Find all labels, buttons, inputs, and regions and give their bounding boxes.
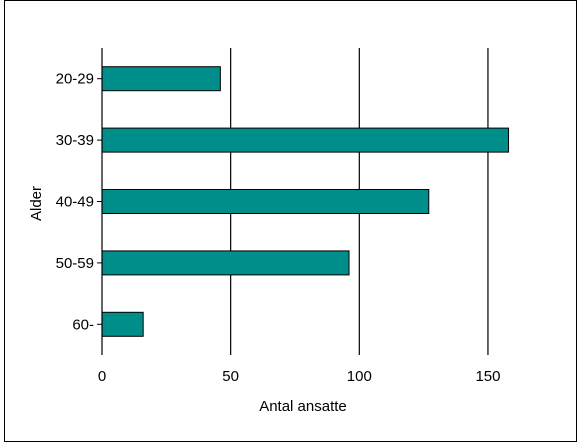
y-tick-label: 50-59	[56, 255, 94, 272]
bars	[101, 66, 510, 337]
bar-50-59	[101, 250, 350, 276]
bar-60-	[101, 311, 144, 337]
bar-30-39	[101, 127, 510, 153]
bar-20-29	[101, 66, 221, 92]
y-tick-label: 40-49	[56, 194, 94, 211]
y-axis-title: Alder	[28, 186, 45, 221]
axes	[97, 48, 103, 355]
x-tick-label: 0	[98, 368, 106, 385]
x-tick-label: 100	[347, 368, 372, 385]
tick-labels: 0 50 100 150 20-29 30-39 40-49 50-59 60-	[56, 71, 501, 385]
y-tick-label: 20-29	[56, 71, 94, 88]
bar-40-49	[101, 189, 430, 214]
y-tick-label: 60-	[72, 316, 94, 333]
x-tick-label: 150	[475, 368, 500, 385]
x-axis-title: Antal ansatte	[259, 398, 347, 415]
y-tick-label: 30-39	[56, 132, 94, 149]
x-tick-label: 50	[222, 368, 239, 385]
chart-frame	[4, 0, 577, 442]
